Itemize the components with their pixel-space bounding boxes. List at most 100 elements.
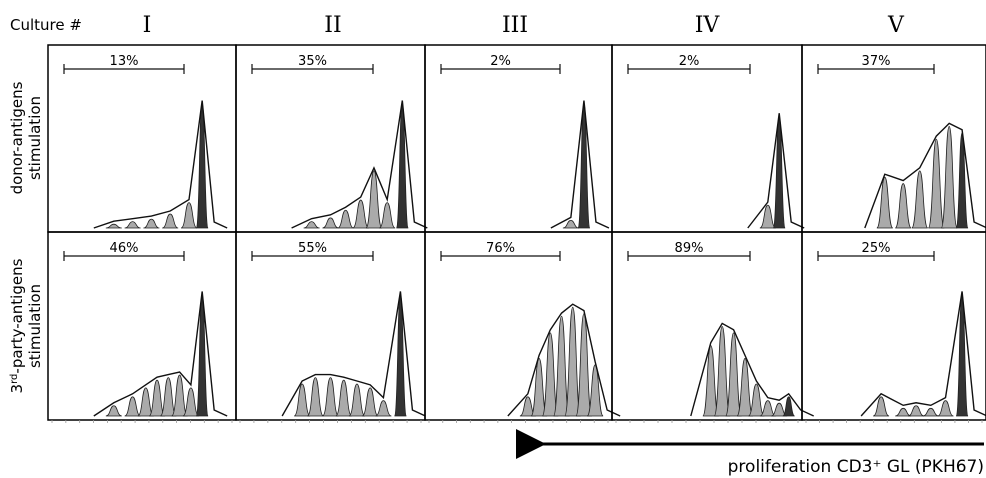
row-label-2: 3rd-party-antigensstimulation — [8, 258, 44, 393]
histogram-envelope — [747, 113, 805, 229]
histogram-peak — [322, 217, 339, 229]
histogram-peak — [907, 405, 925, 417]
histogram-peak — [876, 176, 894, 229]
histogram-peak — [725, 332, 742, 417]
histogram-peak — [922, 407, 939, 417]
column-header-3: III — [502, 13, 528, 38]
column-header-4: IV — [695, 13, 721, 38]
panel-frame — [611, 44, 803, 233]
histogram-peak — [394, 293, 407, 417]
histogram-peak — [180, 202, 198, 229]
histogram-peak — [293, 383, 311, 417]
row-label-line: donor-antigens — [8, 81, 26, 194]
histogram-peak — [577, 103, 591, 229]
percentage-label: 89% — [675, 241, 704, 256]
histogram-peak — [911, 170, 929, 229]
percentage-label: 2% — [679, 54, 700, 69]
panel-r1-c5: 37% — [801, 44, 986, 233]
histogram-peak — [937, 400, 954, 417]
histogram-peak — [124, 221, 141, 229]
histogram-peak — [782, 396, 795, 417]
histogram-peak — [361, 387, 379, 417]
histogram-peak — [872, 396, 890, 417]
histogram-peak — [736, 357, 754, 417]
histogram-peak — [772, 115, 786, 229]
percentage-label: 2% — [490, 54, 511, 69]
histogram-peak — [306, 377, 324, 417]
column-header-5: V — [887, 13, 905, 38]
histogram-peak — [171, 374, 188, 417]
histogram-peak — [195, 293, 209, 417]
histogram-peak — [955, 293, 969, 417]
panel-frame — [47, 231, 237, 421]
histogram-peak — [143, 218, 160, 229]
histogram-peak — [759, 204, 777, 229]
panel-r1-c3: 2% — [424, 44, 613, 233]
panel-r1-c2: 35% — [235, 44, 428, 233]
histogram-peak — [927, 138, 945, 229]
histogram-peak — [940, 125, 958, 229]
percentage-label: 25% — [862, 241, 891, 256]
panel-r2-c2: 55% — [235, 231, 426, 423]
histogram-peak — [195, 103, 209, 229]
panel-r2-c3: 76% — [424, 231, 621, 423]
histogram-peak — [748, 383, 765, 417]
histogram-peak — [575, 313, 593, 417]
column-header-2: II — [324, 13, 341, 38]
histogram-peak — [352, 199, 370, 229]
panel-r2-c1: 46% — [47, 231, 237, 423]
histogram-peak — [322, 377, 339, 417]
histogram-peak — [562, 219, 579, 229]
histogram-envelope — [864, 122, 986, 229]
histogram-envelope — [550, 100, 610, 229]
row-label-1: donor-antigensstimulation — [8, 81, 44, 194]
histogram-envelope — [281, 291, 426, 417]
percentage-label: 35% — [298, 54, 327, 69]
percentage-label: 46% — [110, 241, 139, 256]
histogram-peak — [375, 400, 392, 417]
histogram-envelope — [93, 100, 228, 229]
histogram-peak — [894, 183, 912, 229]
labels: Culture # I II III IV Vdonor-antigensstimulat… — [8, 13, 984, 477]
histogram-peak — [162, 213, 179, 229]
panel-r1-c4: 2% — [611, 44, 805, 233]
row-label-superscript: rd — [9, 374, 20, 384]
histogram-peak — [337, 209, 354, 229]
panel-r2-c4: 89% — [611, 231, 814, 423]
histogram-peak — [105, 405, 122, 417]
histogram-peak — [335, 379, 353, 417]
histogram-peak — [303, 221, 320, 229]
row-label-rest: -party-antigens — [8, 258, 26, 373]
histogram-peak — [586, 364, 604, 417]
histogram-peak — [895, 407, 912, 417]
panel-r2-c5: 25% — [801, 231, 986, 423]
x-axis-label: proliferation CD3⁺ GL (PKH67) — [728, 457, 984, 477]
panel-frame — [47, 44, 237, 233]
panel-r1-c1: 13% — [47, 44, 237, 233]
histogram-peak — [395, 103, 409, 229]
histogram-peak — [759, 400, 776, 417]
histogram-peak — [713, 325, 731, 417]
row-label-line: 3rd-party-antigens — [8, 258, 26, 393]
panel-grid: 13% 35% 2% 2% 37% 46% 55% 76% 89% 25% — [47, 44, 986, 423]
histogram-envelope — [93, 291, 228, 417]
histogram-envelope — [690, 322, 814, 417]
panel-frame — [801, 231, 986, 421]
row-label-line: stimulation — [26, 284, 44, 368]
histogram-peak — [378, 202, 396, 229]
percentage-label: 37% — [862, 54, 891, 69]
histogram-envelope — [507, 303, 621, 417]
culture-label: Culture # — [10, 16, 82, 34]
histogram-envelope — [860, 291, 986, 417]
histogram-peak — [348, 383, 366, 417]
histogram-peak — [124, 396, 141, 417]
column-header-1: I — [143, 13, 152, 38]
row-label-line: stimulation — [26, 96, 44, 180]
histogram-peak — [105, 223, 122, 229]
percentage-label: 76% — [486, 241, 515, 256]
histogram-peak — [182, 387, 200, 417]
histogram-peak — [955, 132, 969, 229]
percentage-label: 13% — [110, 54, 139, 69]
histogram-envelope — [291, 100, 428, 229]
